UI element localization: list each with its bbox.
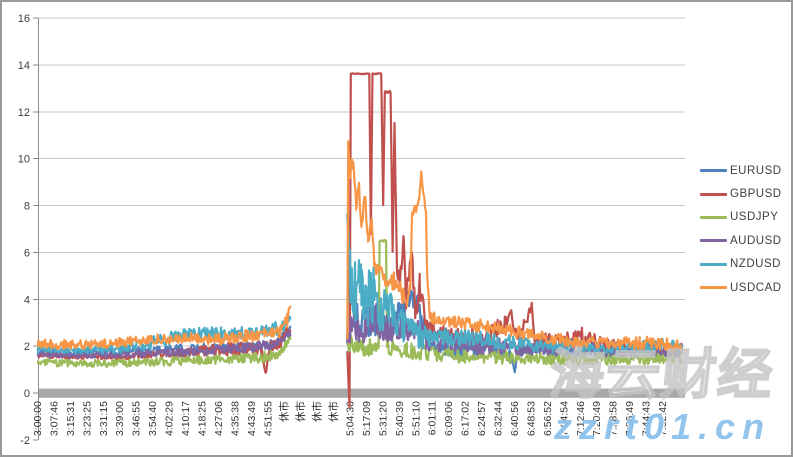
legend-swatch-icon [700, 215, 727, 219]
legend-label: GBPUSD [730, 188, 782, 201]
series-line-usdcad [346, 140, 683, 355]
x-axis-label: 3:31:15 [98, 401, 110, 436]
series-line-audusd [36, 330, 292, 360]
legend-item-audusd: AUDUSD [700, 229, 782, 252]
legend-swatch-icon [700, 262, 727, 266]
x-axis-label: 3:15:31 [65, 401, 77, 436]
x-axis-label: 5:51:10 [410, 401, 422, 436]
x-axis-label: 7:28:58 [608, 401, 620, 436]
x-axis-label-market-closed: 休市 [278, 401, 291, 422]
series-line-nzdusd [346, 213, 683, 356]
x-axis-label: 4:43:49 [246, 401, 258, 436]
x-axis-label: 4:27:06 [213, 401, 225, 436]
legend-item-usdcad: USDCAD [700, 276, 782, 299]
y-axis-label: 0 [24, 388, 30, 400]
x-axis-label: 4:18:25 [196, 401, 208, 436]
x-axis-label: 6:01:11 [427, 401, 439, 435]
legend-label: USDCAD [730, 281, 782, 294]
x-axis-label: 3:46:55 [131, 401, 143, 436]
legend-item-eurusd: EURUSD [700, 159, 782, 182]
x-axis-label-market-closed: 休市 [327, 401, 340, 422]
y-axis-label: -2 [20, 435, 30, 447]
x-axis-label: 6:40:56 [509, 401, 521, 436]
x-axis-label: 6:17:02 [460, 401, 472, 436]
x-axis-label: 5:31:20 [377, 401, 389, 436]
x-axis-label: 4:10:17 [180, 401, 192, 436]
legend-item-gbpusd: GBPUSD [700, 182, 782, 205]
y-axis-label: 14 [18, 60, 30, 72]
x-axis-label: 3:39:00 [114, 401, 126, 436]
x-axis-label: 3:23:25 [81, 401, 93, 436]
y-axis-label: 6 [24, 247, 30, 259]
y-axis-label: 12 [18, 107, 30, 119]
legend-label: EURUSD [730, 164, 782, 177]
x-axis-label: 3:00:00 [32, 401, 44, 436]
x-axis-label: 7:20:49 [591, 401, 603, 436]
y-axis-label: 4 [24, 294, 30, 306]
x-axis-label: 4:35:38 [229, 401, 241, 436]
y-axis-label: 8 [24, 201, 30, 213]
x-axis-label: 3:54:40 [147, 401, 159, 436]
x-axis-label: 6:48:53 [525, 401, 537, 436]
legend-label: AUDUSD [730, 234, 782, 247]
legend-swatch-icon [700, 192, 727, 196]
x-axis-label: 7:36:49 [624, 401, 636, 436]
x-axis-label: 7:44:43 [641, 401, 653, 436]
legend-label: USDJPY [730, 211, 779, 224]
x-axis-label: 5:17:09 [361, 401, 373, 436]
series-line-usdcad [36, 305, 292, 350]
legend-item-nzdusd: NZDUSD [700, 253, 782, 276]
x-axis-label: 6:56:52 [542, 401, 554, 436]
series-line-nzdusd [36, 315, 292, 355]
x-axis-label: 3:07:46 [48, 401, 60, 436]
y-axis-label: 16 [18, 13, 30, 25]
x-axis-label: 7:52:42 [657, 401, 669, 436]
x-axis-label: 7:12:46 [575, 401, 587, 436]
x-axis-label-market-closed: 休市 [294, 401, 307, 422]
legend-swatch-icon [700, 286, 727, 290]
legend-swatch-icon [700, 239, 727, 243]
x-axis-label-market-closed: 休市 [311, 401, 324, 422]
series-line-usdjpy [36, 335, 292, 368]
x-axis-label: 6:24:57 [476, 401, 488, 436]
x-axis-label: 6:09:06 [443, 401, 455, 436]
x-axis-label: 6:32:44 [493, 401, 505, 436]
x-axis-label: 4:51:55 [262, 401, 274, 436]
x-axis-band [38, 388, 685, 398]
legend-label: NZDUSD [730, 258, 781, 271]
x-axis-label: 7:04:54 [558, 401, 570, 436]
legend: EURUSD GBPUSD USDJPY AUDUSD NZDUSD USDCAD [700, 159, 782, 299]
x-axis-label: 4:02:29 [164, 401, 176, 436]
y-axis-label: 10 [18, 154, 30, 166]
x-axis-label: 5:04:36 [345, 401, 357, 436]
y-axis-label: 2 [24, 341, 30, 353]
series-line-usdjpy [346, 238, 683, 366]
legend-item-usdjpy: USDJPY [700, 206, 782, 229]
legend-swatch-icon [700, 169, 727, 173]
x-axis-label: 5:40:39 [394, 401, 406, 436]
